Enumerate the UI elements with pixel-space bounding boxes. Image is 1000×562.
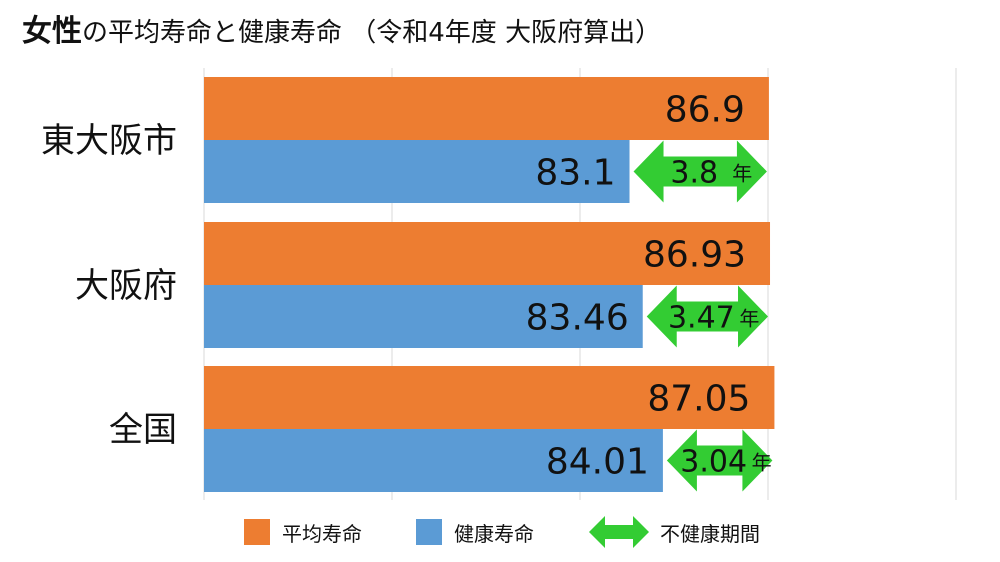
legend-label: 健康寿命 — [454, 521, 534, 546]
legend-swatch — [416, 519, 442, 545]
category-label: 大阪府 — [75, 266, 177, 306]
bar-life-expectancy — [204, 77, 769, 140]
value-label-unhealthy-period: 3.8 — [670, 156, 718, 191]
unit-label: 年 — [752, 451, 772, 475]
value-label-unhealthy-period: 3.04 — [680, 445, 747, 480]
title-emphasis: 女性 — [22, 14, 82, 49]
chart-title: 女性の平均寿命と健康寿命 （令和4年度 大阪府算出） — [22, 14, 661, 51]
value-label-life-expectancy: 86.93 — [643, 235, 746, 276]
bar-healthy-life — [204, 429, 663, 492]
unit-label: 年 — [739, 307, 759, 331]
legend-label: 平均寿命 — [282, 521, 362, 546]
category-label: 全国 — [109, 410, 177, 450]
legend-item: 平均寿命 — [244, 518, 362, 547]
bar-life-expectancy — [204, 366, 775, 429]
value-label-unhealthy-period: 3.47 — [668, 301, 735, 336]
unit-label: 年 — [732, 162, 752, 186]
title-rest: の平均寿命と健康寿命 （令和4年度 大阪府算出） — [82, 18, 662, 48]
value-label-healthy-life: 83.1 — [535, 153, 615, 194]
value-label-life-expectancy: 87.05 — [647, 379, 750, 420]
value-label-healthy-life: 83.46 — [526, 298, 629, 339]
unhealthy-period-arrow — [633, 140, 767, 203]
bar-healthy-life — [204, 285, 643, 348]
bar-healthy-life — [204, 140, 630, 203]
legend: 平均寿命 健康寿命 不健康期間 — [244, 515, 814, 549]
value-label-life-expectancy: 86.9 — [665, 90, 745, 131]
legend-item: 健康寿命 — [416, 518, 534, 547]
double-arrow-icon — [589, 516, 649, 548]
legend-label: 不健康期間 — [660, 521, 760, 546]
legend-item: 不健康期間 — [588, 515, 760, 549]
unhealthy-period-arrow — [666, 429, 773, 492]
bar-life-expectancy — [204, 222, 771, 285]
category-label: 東大阪市 — [41, 121, 177, 161]
value-label-healthy-life: 84.01 — [546, 442, 649, 483]
legend-swatch — [244, 519, 270, 545]
unhealthy-period-arrow — [646, 285, 769, 348]
